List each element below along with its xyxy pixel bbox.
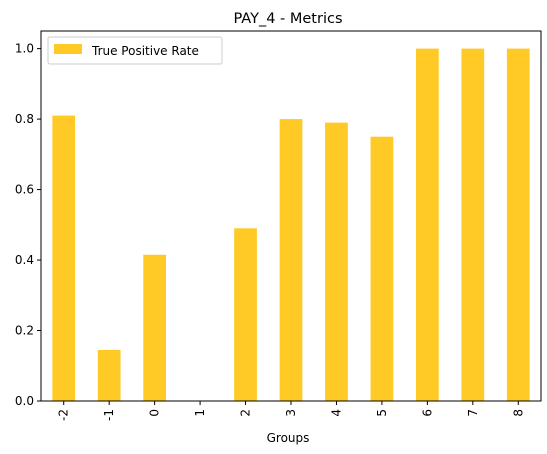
bar-3 [279, 119, 303, 401]
y-tick-label: 1.0 [15, 42, 34, 56]
legend: True Positive Rate [47, 36, 223, 65]
x-axis-title: Groups [267, 431, 310, 445]
bar-8 [506, 48, 530, 402]
plot-frame [40, 30, 542, 402]
x-tick-label: -2 [57, 409, 71, 421]
y-tick-label: 0.8 [15, 112, 34, 126]
x-tick-label: 2 [239, 409, 253, 417]
x-tick-label: 8 [511, 409, 525, 417]
bar--2 [52, 115, 76, 401]
x-tick-label: 0 [148, 409, 162, 417]
x-tick-label: 3 [284, 409, 298, 417]
bars-group [52, 48, 530, 402]
bar-4 [325, 122, 348, 402]
y-tick-label: 0.2 [15, 324, 34, 338]
bar-0 [143, 254, 166, 401]
y-axis-ticks: 0.0 0.2 0.4 0.6 0.8 1.0 [15, 42, 41, 408]
x-tick-label: 6 [420, 409, 434, 417]
legend-swatch [54, 44, 82, 54]
x-axis-ticks: -2 -1 0 1 2 3 4 5 6 7 8 [57, 401, 525, 421]
bar--1 [97, 349, 121, 401]
bar-7 [461, 48, 485, 402]
x-tick-label: 4 [329, 409, 343, 417]
y-tick-label: 0.4 [15, 253, 34, 267]
x-tick-label: 5 [375, 409, 389, 417]
bar-5 [370, 136, 394, 401]
chart-title: PAY_4 - Metrics [233, 11, 342, 27]
y-tick-label: 0.6 [15, 183, 34, 197]
legend-label: True Positive Rate [91, 44, 199, 58]
x-tick-label: 7 [466, 409, 480, 417]
y-tick-label: 0.0 [15, 394, 34, 408]
bar-6 [416, 48, 439, 402]
x-tick-label: -1 [102, 409, 116, 421]
x-tick-label: 1 [193, 409, 207, 417]
legend-box [47, 36, 223, 65]
bar-2 [234, 228, 257, 401]
